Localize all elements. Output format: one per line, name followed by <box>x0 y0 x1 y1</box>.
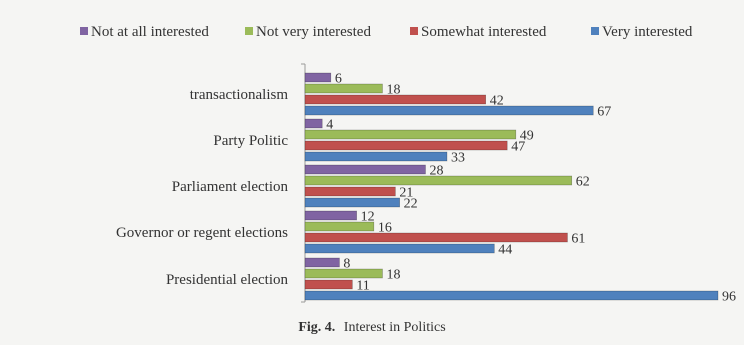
legend-label: Not very interested <box>256 24 371 40</box>
category-group: transactionalism 6 18 42 67 <box>190 72 612 120</box>
bar <box>304 268 383 279</box>
data-label: 96 <box>722 290 736 305</box>
bar <box>304 175 573 186</box>
caption-label: Fig. 4. <box>298 320 335 335</box>
category-label: transactionalism <box>190 87 289 103</box>
category-label: Governor or regent elections <box>116 225 288 241</box>
bar <box>304 210 357 221</box>
data-label: 47 <box>511 140 525 155</box>
data-label: 18 <box>386 83 400 98</box>
legend: Not at all interested Not very interested… <box>80 24 693 40</box>
data-label: 61 <box>571 232 585 247</box>
bar <box>304 243 495 254</box>
figure-caption: Fig. 4. Interest in Politics <box>298 320 445 335</box>
legend-item-not-very-interested: Not very interested <box>245 24 371 40</box>
data-label: 16 <box>378 221 392 236</box>
bar <box>304 129 517 140</box>
bar <box>304 279 353 290</box>
data-label: 11 <box>356 279 369 294</box>
legend-swatch <box>591 27 599 35</box>
category-group: Presidential election 8 18 11 96 <box>166 257 736 305</box>
legend-label: Not at all interested <box>91 24 209 40</box>
data-label: 44 <box>498 243 512 258</box>
bar <box>304 197 400 208</box>
bar <box>304 290 719 301</box>
data-label: 22 <box>404 197 418 212</box>
data-label: 62 <box>576 175 590 190</box>
category-label: Parliament election <box>172 179 289 195</box>
legend-swatch <box>410 27 418 35</box>
legend-swatch <box>245 27 253 35</box>
data-label: 8 <box>343 257 350 272</box>
data-label: 49 <box>520 129 534 144</box>
bar <box>304 257 340 268</box>
bar <box>304 140 508 151</box>
data-label: 6 <box>335 72 342 87</box>
data-label: 42 <box>490 94 504 109</box>
bar <box>304 83 383 94</box>
bar <box>304 105 594 116</box>
data-label: 21 <box>399 186 413 201</box>
data-label: 18 <box>386 268 400 283</box>
legend-label: Very interested <box>602 24 693 40</box>
legend-item-very-interested: Very interested <box>591 24 693 40</box>
data-label: 12 <box>361 210 375 225</box>
category-label: Party Politic <box>213 133 288 149</box>
legend-item-somewhat-interested: Somewhat interested <box>410 24 547 40</box>
data-label: 33 <box>451 151 465 166</box>
bar <box>304 186 396 197</box>
data-label: 4 <box>326 118 333 133</box>
bar <box>304 232 568 243</box>
bar <box>304 118 323 129</box>
caption-title: Interest in Politics <box>344 320 446 335</box>
svg-text:Fig. 4. Interest in Po: Fig. 4. Interest in Politics <box>298 320 445 335</box>
bar <box>304 151 448 162</box>
legend-item-not-at-all-interested: Not at all interested <box>80 24 209 40</box>
legend-swatch <box>80 27 88 35</box>
bar <box>304 94 486 105</box>
category-label: Presidential election <box>166 272 289 288</box>
legend-label: Somewhat interested <box>421 24 547 40</box>
data-label: 67 <box>597 105 611 120</box>
bar <box>304 72 332 83</box>
bar <box>304 164 426 175</box>
bar <box>304 221 375 232</box>
data-label: 28 <box>429 164 443 179</box>
